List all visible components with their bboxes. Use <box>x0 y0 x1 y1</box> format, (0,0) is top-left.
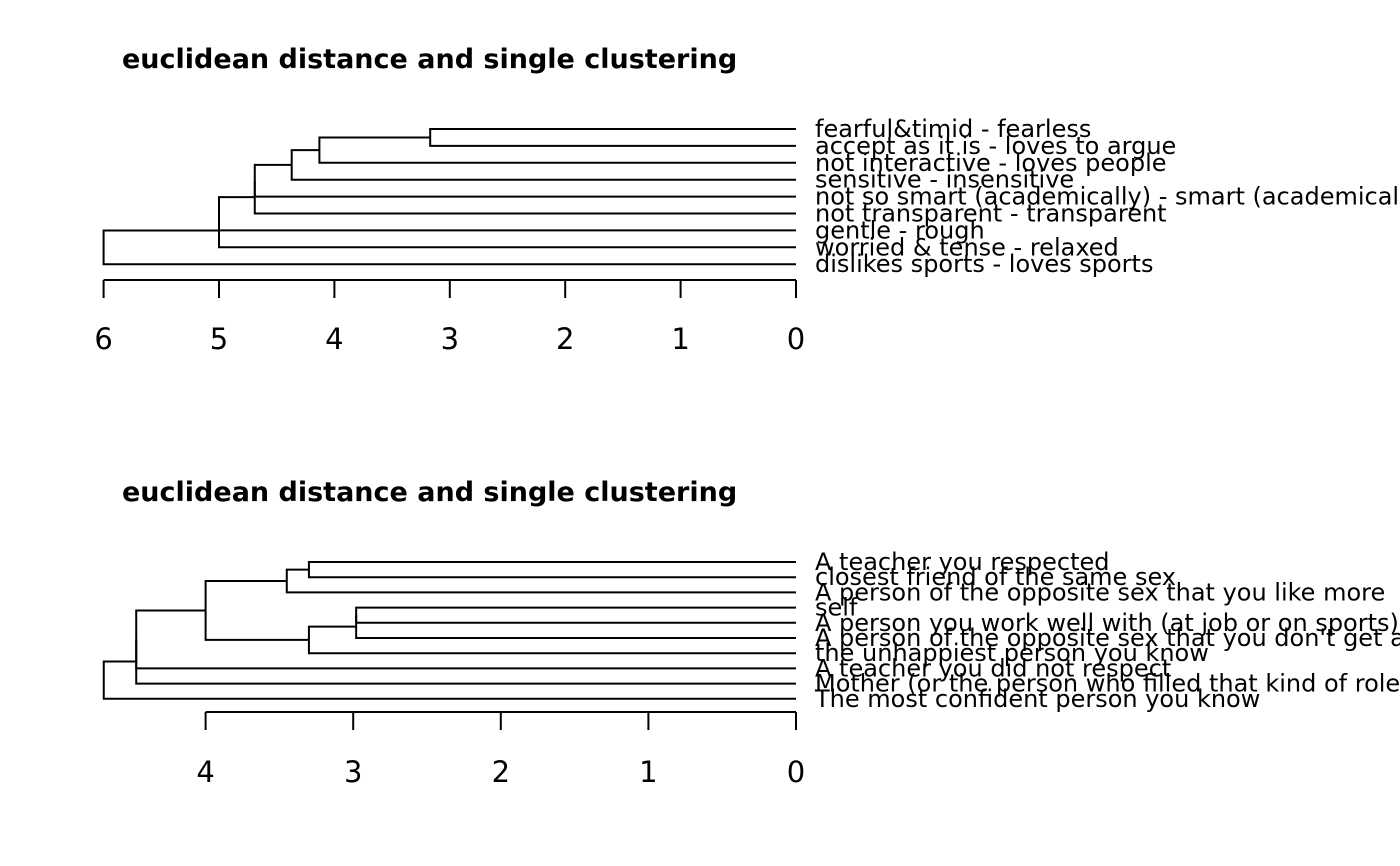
leaf-label: gentle - rough <box>815 216 985 244</box>
chart-title: euclidean distance and single clustering <box>122 477 737 508</box>
leaf-label: A person of the opposite sex that you li… <box>815 578 1385 606</box>
dendrogram-branch <box>355 606 796 624</box>
leaf-label: the unhappiest person you know <box>815 639 1209 667</box>
leaf-label: fearful&timid - fearless <box>815 115 1091 143</box>
leaf-label: Mother (or the person who filled that ki… <box>815 670 1400 698</box>
x-tick-label: 5 <box>210 322 228 356</box>
x-tick-label: 4 <box>325 322 343 356</box>
dendrogram-panel-2: euclidean distance and single clustering… <box>102 477 1400 789</box>
leaf-label: A teacher you did not respect <box>815 654 1171 682</box>
x-tick-label: 2 <box>556 322 574 356</box>
dendrogram-branch <box>307 625 796 655</box>
dendrogram-branch <box>253 180 796 215</box>
dendrogram-branch <box>102 660 796 700</box>
leaf-label: A person of the opposite sex that you do… <box>815 624 1400 652</box>
leaf-label: not transparent - transparent <box>815 200 1167 228</box>
leaf-label: closest friend of the same sex <box>815 563 1176 591</box>
dendrogram-branch <box>355 615 796 639</box>
chart-title: euclidean distance and single clustering <box>122 44 737 75</box>
x-tick-label: 1 <box>639 755 657 789</box>
leaf-label: worried & tense - relaxed <box>815 233 1119 261</box>
dendrogram-branch <box>290 149 796 181</box>
leaf-label: not interactive - loves people <box>815 149 1167 177</box>
leaf-label: not so smart (academically) - smart (aca… <box>815 183 1400 211</box>
dendrogram-branch <box>135 639 796 685</box>
leaf-label: The most confident person you know <box>814 685 1260 713</box>
leaf-label: A person you work well with (at job or o… <box>815 609 1399 637</box>
x-tick-label: 3 <box>344 755 362 789</box>
dendrogram-branch <box>204 580 309 641</box>
leaf-label: accept as it is - loves to argue <box>815 132 1176 160</box>
leaf-label: sensitive - insensitive <box>815 166 1074 194</box>
x-tick-label: 4 <box>196 755 214 789</box>
x-tick-label: 0 <box>787 322 805 356</box>
dendrogram-branch <box>318 136 796 164</box>
x-tick-label: 0 <box>787 755 805 789</box>
dendrogram-branch <box>253 163 796 198</box>
x-tick-label: 2 <box>492 755 510 789</box>
dendrogram-branch <box>218 213 796 249</box>
leaf-label: A teacher you respected <box>815 548 1110 576</box>
leaf-label: self <box>815 594 858 622</box>
dendrogram-panel-1: euclidean distance and single clustering… <box>94 44 1400 356</box>
x-tick-label: 3 <box>441 322 459 356</box>
dendrogram-branch <box>429 128 796 147</box>
dendrogram-branch <box>307 561 796 579</box>
dendrogram-branch <box>102 229 796 266</box>
dendrogram-branch <box>218 196 796 232</box>
leaf-label: dislikes sports - loves sports <box>815 250 1153 278</box>
x-tick-label: 1 <box>671 322 689 356</box>
x-tick-label: 6 <box>94 322 112 356</box>
dendrogram-branch <box>285 568 796 594</box>
